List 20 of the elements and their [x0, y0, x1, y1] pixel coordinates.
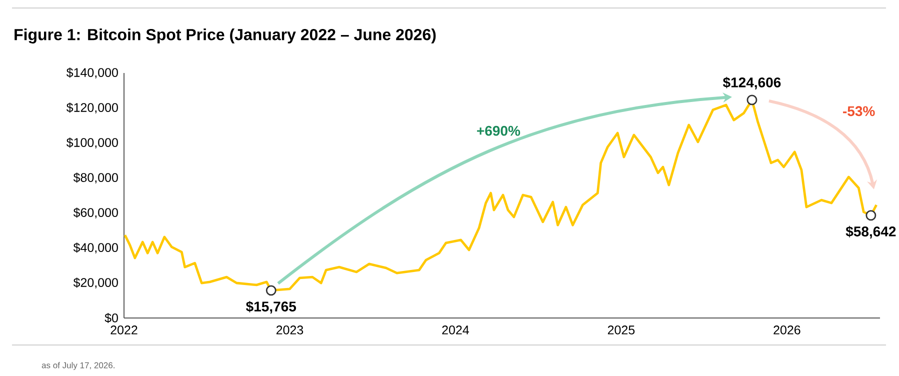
annotation: +690% [477, 126, 520, 136]
chart-title: Figure 1: Bitcoin Spot Price (January 2022 – June 2026) [14, 28, 436, 44]
annotation: $124,606 [722, 76, 781, 90]
text: as of July 17, 2026. [42, 362, 114, 370]
y-tick-label: $80,000 [73, 172, 118, 184]
x-tick-label: 2025 [608, 326, 635, 334]
y-tick-label: $60,000 [73, 208, 118, 218]
annotation: -53% [843, 106, 875, 116]
x-tick-label: 2026 [774, 326, 800, 334]
annotation: $58,642 [846, 226, 896, 238]
annotation: $15,765 [246, 300, 296, 314]
y-tick-label: $0 [104, 312, 118, 324]
x-tick-label: 2023 [276, 326, 304, 334]
x-tick-label: 2022 [110, 326, 138, 334]
x-tick-label: 2024 [442, 326, 469, 334]
y-tick-label: $40,000 [73, 242, 118, 254]
y-tick-label: $140,000 [66, 68, 118, 78]
y-tick-label: $120,000 [66, 102, 118, 114]
y-tick-label: $20,000 [73, 278, 118, 288]
y-tick-label: $100,000 [66, 138, 118, 148]
